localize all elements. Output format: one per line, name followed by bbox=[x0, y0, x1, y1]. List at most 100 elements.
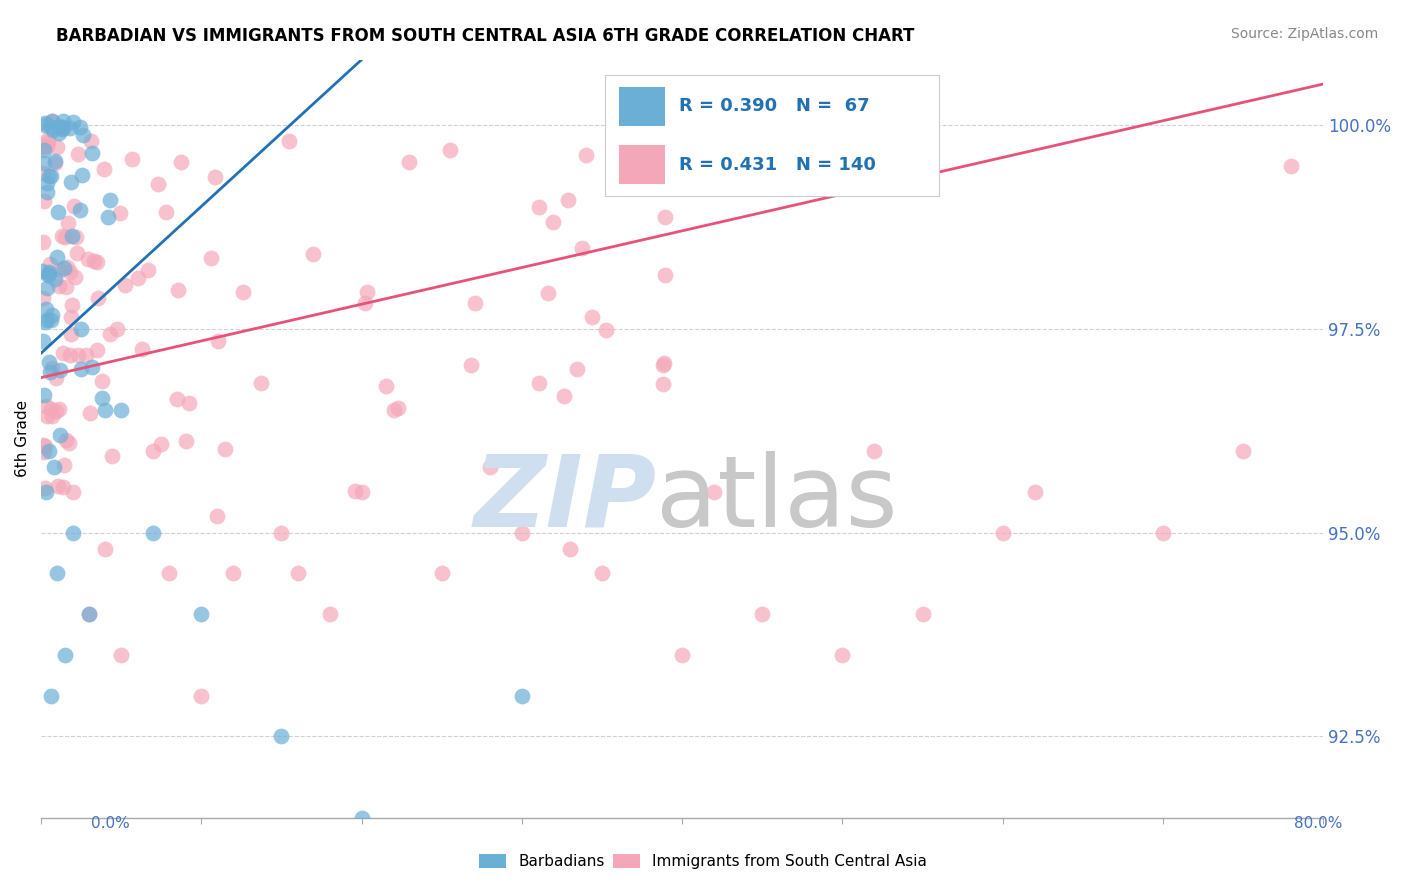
Point bbox=[52, 120, 75, 135]
Point bbox=[52, 480, 75, 494]
Point bbox=[38, 169, 60, 184]
Point bbox=[34, 387, 56, 401]
Point bbox=[65, 230, 87, 244]
Point bbox=[1152, 525, 1174, 540]
Point bbox=[59, 265, 82, 279]
Point bbox=[56, 216, 79, 230]
Point bbox=[105, 322, 128, 336]
Point bbox=[155, 205, 177, 219]
Point bbox=[595, 323, 617, 337]
Point bbox=[62, 484, 84, 499]
Point bbox=[44, 154, 66, 169]
Point bbox=[1279, 159, 1302, 173]
Point bbox=[39, 120, 62, 134]
Point bbox=[48, 126, 70, 140]
Point bbox=[49, 363, 72, 377]
Point bbox=[38, 444, 60, 458]
Point bbox=[270, 525, 292, 540]
Point bbox=[136, 263, 159, 277]
Text: 0.0%: 0.0% bbox=[91, 816, 131, 831]
Point bbox=[32, 140, 55, 154]
Point bbox=[58, 436, 80, 450]
Point bbox=[142, 444, 165, 458]
Point bbox=[911, 607, 934, 621]
Point bbox=[651, 377, 673, 392]
Point bbox=[31, 438, 53, 452]
Point bbox=[671, 648, 693, 662]
Point bbox=[60, 175, 83, 189]
Point bbox=[35, 281, 58, 295]
Point bbox=[37, 268, 59, 282]
Point bbox=[41, 113, 63, 128]
Point bbox=[32, 156, 55, 170]
Point bbox=[557, 193, 579, 207]
Point bbox=[1024, 484, 1046, 499]
Point bbox=[48, 119, 70, 133]
Point bbox=[75, 348, 97, 362]
Point bbox=[45, 140, 67, 154]
Point bbox=[35, 409, 58, 424]
Point bbox=[80, 359, 103, 374]
Point bbox=[510, 525, 533, 540]
Point bbox=[42, 122, 65, 136]
Point bbox=[79, 134, 101, 148]
Point bbox=[32, 291, 55, 305]
Point bbox=[375, 379, 398, 393]
Point bbox=[179, 396, 201, 410]
Point bbox=[35, 176, 58, 190]
Point bbox=[52, 114, 75, 128]
Point bbox=[53, 648, 76, 662]
Point bbox=[70, 322, 93, 336]
Point bbox=[270, 730, 292, 744]
Point bbox=[66, 246, 89, 260]
Point bbox=[80, 146, 103, 161]
Point bbox=[98, 193, 121, 207]
Point bbox=[574, 147, 596, 161]
Point bbox=[87, 291, 110, 305]
Point bbox=[48, 402, 70, 417]
Point bbox=[41, 409, 63, 424]
Text: ZIP: ZIP bbox=[474, 451, 657, 548]
Point bbox=[48, 279, 70, 293]
Point bbox=[93, 162, 115, 177]
Point bbox=[35, 399, 58, 413]
Point bbox=[34, 116, 56, 130]
Point bbox=[101, 449, 124, 463]
Text: BARBADIAN VS IMMIGRANTS FROM SOUTH CENTRAL ASIA 6TH GRADE CORRELATION CHART: BARBADIAN VS IMMIGRANTS FROM SOUTH CENTR… bbox=[56, 27, 915, 45]
Point bbox=[53, 260, 76, 275]
Point bbox=[703, 484, 725, 499]
Y-axis label: 6th Grade: 6th Grade bbox=[15, 401, 30, 477]
Point bbox=[38, 268, 60, 282]
Point bbox=[114, 277, 136, 292]
Point bbox=[190, 689, 212, 703]
Text: atlas: atlas bbox=[657, 451, 898, 548]
Point bbox=[32, 334, 55, 349]
Point bbox=[77, 252, 100, 266]
Point bbox=[350, 484, 373, 499]
Point bbox=[991, 525, 1014, 540]
Point bbox=[45, 404, 67, 418]
Point bbox=[44, 271, 66, 285]
Point bbox=[60, 229, 83, 244]
Point bbox=[344, 484, 367, 499]
Point bbox=[58, 348, 80, 362]
Point bbox=[35, 312, 58, 326]
Point bbox=[51, 120, 73, 135]
Text: 80.0%: 80.0% bbox=[1295, 816, 1343, 831]
Point bbox=[318, 607, 340, 621]
Point bbox=[59, 310, 82, 324]
Point bbox=[35, 139, 58, 153]
Point bbox=[39, 689, 62, 703]
Point bbox=[356, 285, 378, 299]
Point bbox=[37, 132, 59, 146]
Point bbox=[38, 354, 60, 368]
Point bbox=[207, 509, 229, 524]
Point bbox=[41, 114, 63, 128]
Point bbox=[70, 168, 93, 182]
Point bbox=[90, 374, 112, 388]
Point bbox=[45, 371, 67, 385]
Point bbox=[460, 359, 482, 373]
Point bbox=[250, 376, 273, 390]
Point bbox=[571, 241, 593, 255]
Point bbox=[39, 402, 62, 417]
